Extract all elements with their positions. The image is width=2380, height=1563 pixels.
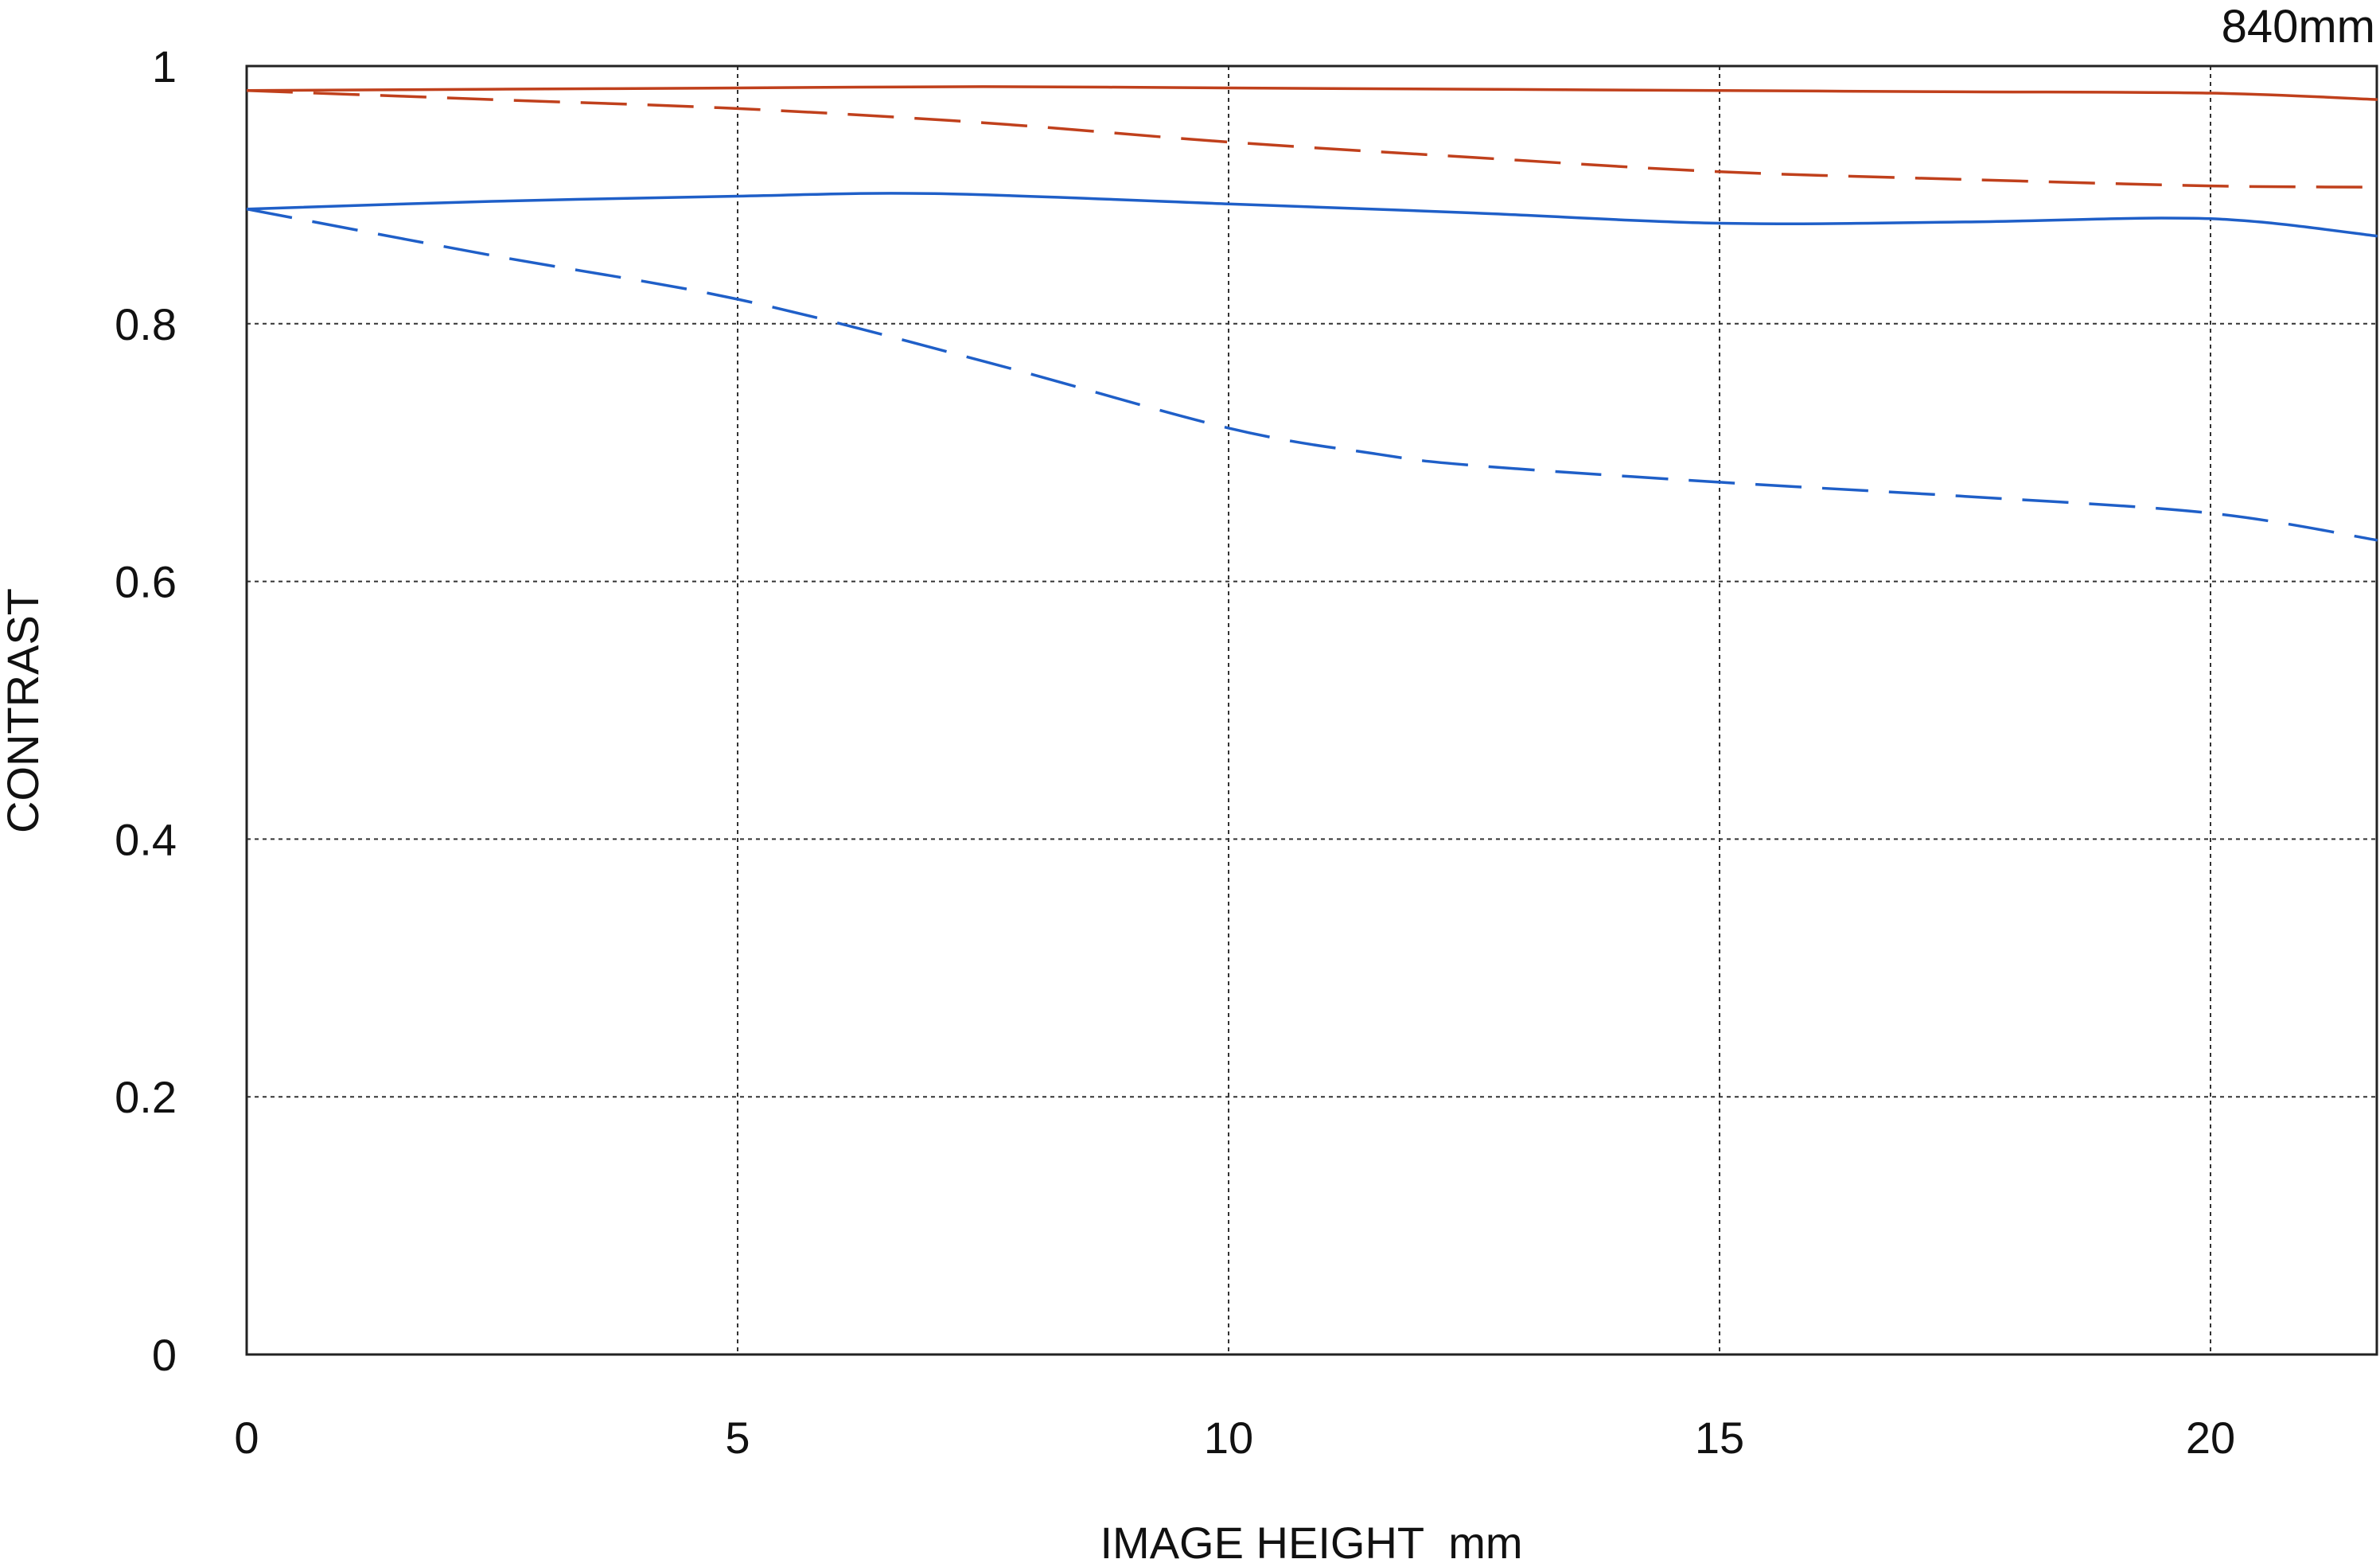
y-tick-labels: 0 0.2 0.4 0.6 0.8 1 [115, 41, 177, 1380]
y-tick-label: 0.4 [115, 814, 177, 864]
y-tick-label: 0.6 [115, 557, 177, 607]
series-layer [246, 85, 2378, 542]
plot-frame [245, 64, 2378, 1356]
y-axis-title: CONTRAST [0, 588, 48, 833]
x-tick-label: 5 [725, 1413, 750, 1463]
x-tick-labels: 0 5 10 15 20 [234, 1413, 2235, 1463]
corner-annotation: 840mm [2222, 1, 2375, 53]
y-tick-label: 0.8 [115, 299, 177, 349]
y-tick-label: 0.2 [115, 1072, 177, 1122]
x-tick-label: 15 [1695, 1413, 1744, 1463]
x-tick-label: 10 [1204, 1413, 1253, 1463]
x-axis-title: IMAGE HEIGHT mm [1100, 1518, 1523, 1563]
y-tick-label: 0 [152, 1330, 177, 1380]
y-tick-label: 1 [152, 41, 177, 92]
grid [247, 66, 2377, 1354]
series-line-2 [246, 89, 2378, 189]
series-line-1 [246, 85, 2378, 101]
series-line-3 [246, 192, 2378, 238]
x-tick-label: 20 [2186, 1413, 2235, 1463]
x-tick-label: 0 [234, 1413, 259, 1463]
series-line-4 [246, 207, 2378, 542]
